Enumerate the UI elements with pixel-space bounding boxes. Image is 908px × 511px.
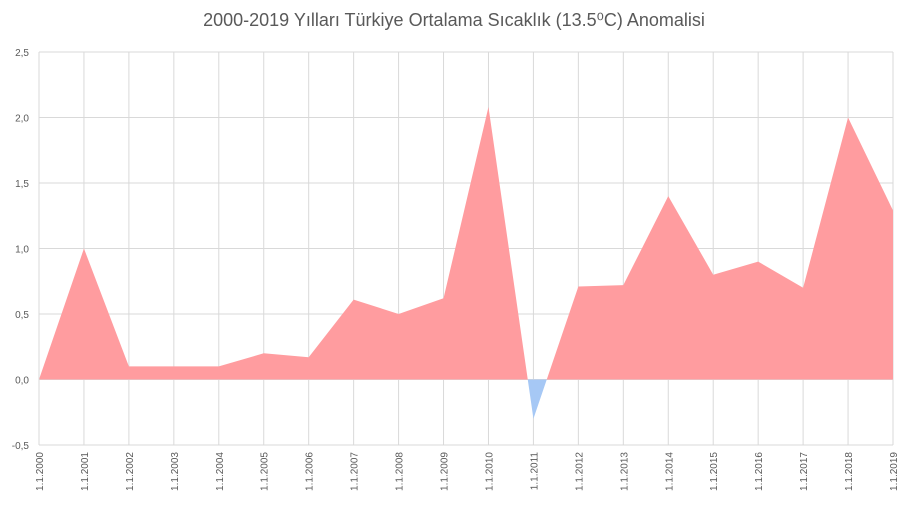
x-axis-ticks: 1.1.2000 1.1.2001 1.1.2002 1.1.2003 1.1.2004… bbox=[35, 452, 900, 491]
y-tick-label: 1,5 bbox=[15, 179, 29, 190]
y-axis-ticks: -0,5 0,0 0,5 1,0 1,5 2,0 2,5 bbox=[12, 48, 30, 452]
x-tick-label: 1.1.2015 bbox=[709, 452, 720, 491]
y-tick-label: 0,5 bbox=[15, 310, 29, 321]
x-tick-label: 1.1.2007 bbox=[350, 452, 361, 491]
x-tick-label: 1.1.2019 bbox=[889, 452, 900, 491]
y-tick-label: -0,5 bbox=[12, 441, 30, 452]
x-tick-label: 1.1.2005 bbox=[260, 452, 271, 491]
y-tick-label: 1,0 bbox=[15, 245, 29, 256]
x-tick-label: 1.1.2016 bbox=[754, 452, 765, 491]
y-tick-label: 2,5 bbox=[15, 48, 29, 59]
x-tick-label: 1.1.2006 bbox=[305, 452, 316, 491]
x-tick-label: 1.1.2000 bbox=[35, 452, 46, 491]
negative-anomaly-area bbox=[39, 379, 893, 419]
axes bbox=[38, 52, 893, 446]
y-tick-label: 0,0 bbox=[15, 376, 29, 387]
chart-title: 2000-2019 Yılları Türkiye Ortalama Sıcak… bbox=[203, 10, 705, 30]
x-tick-label: 1.1.2004 bbox=[215, 452, 226, 491]
x-tick-label: 1.1.2001 bbox=[80, 452, 91, 491]
x-tick-label: 1.1.2017 bbox=[799, 452, 810, 491]
x-tick-label: 1.1.2014 bbox=[664, 452, 675, 491]
plot-area bbox=[39, 107, 893, 419]
x-tick-label: 1.1.2018 bbox=[844, 452, 855, 491]
x-tick-label: 1.1.2002 bbox=[125, 452, 136, 491]
positive-anomaly-area bbox=[39, 107, 893, 380]
y-tick-label: 2,0 bbox=[15, 114, 29, 125]
x-tick-label: 1.1.2012 bbox=[574, 452, 585, 491]
x-tick-label: 1.1.2003 bbox=[170, 452, 181, 491]
x-tick-label: 1.1.2009 bbox=[440, 452, 451, 491]
x-tick-label: 1.1.2008 bbox=[395, 452, 406, 491]
x-tick-label: 1.1.2013 bbox=[619, 452, 630, 491]
x-tick-label: 1.1.2011 bbox=[529, 452, 540, 491]
x-tick-label: 1.1.2010 bbox=[484, 452, 495, 491]
